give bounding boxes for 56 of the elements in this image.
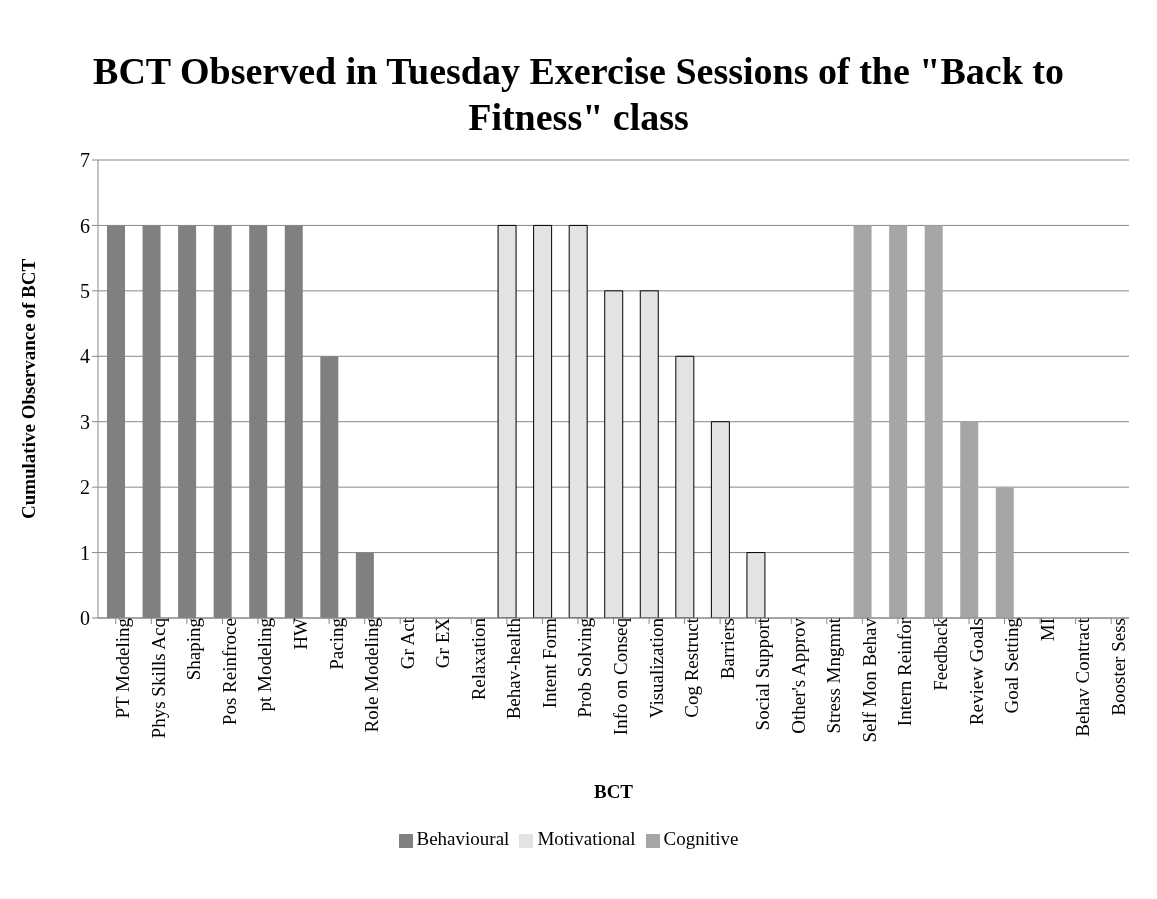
x-tick-label: Gr EX <box>432 617 454 669</box>
x-tick-label: pt Modeling <box>254 617 276 712</box>
y-tick-label: 6 <box>80 214 90 237</box>
x-tick-label: Shaping <box>183 617 205 681</box>
bar <box>889 225 908 618</box>
bar <box>995 487 1014 618</box>
x-tick-label: Behav Contract <box>1072 617 1094 737</box>
legend-label: Behavioural <box>416 828 510 849</box>
bar <box>675 355 695 618</box>
x-tick-label: Goal Setting <box>1001 617 1023 714</box>
bar <box>746 552 766 618</box>
x-tick-label: Phys Skills Acq <box>147 617 169 739</box>
y-tick-label: 1 <box>80 541 90 564</box>
x-tick-label: Visualization <box>645 617 667 719</box>
x-tick-label: Pacing <box>325 617 347 670</box>
bar <box>497 224 517 618</box>
bar <box>924 225 943 618</box>
y-tick-label: 0 <box>80 607 90 630</box>
x-tick-label: Social Support <box>752 617 774 731</box>
bar <box>960 421 979 618</box>
y-axis-title: Cumulative Observance of BCT <box>17 258 39 520</box>
y-tick-label: 2 <box>80 476 90 499</box>
bar <box>533 224 553 618</box>
x-tick-label: Other's Approv <box>787 617 809 734</box>
x-tick-label: Barriers <box>716 618 738 680</box>
x-tick-label: Cog Restruct <box>681 617 703 718</box>
bar <box>710 421 730 618</box>
x-tick-label: Relaxation <box>467 617 489 701</box>
x-axis-title: BCT <box>593 781 634 802</box>
x-tick-label: MI <box>1036 618 1058 642</box>
x-tick-label: Gr Act <box>396 617 418 670</box>
legend-label: Motivational <box>537 828 636 849</box>
x-tick-label: Booster Sess <box>1107 618 1129 716</box>
x-tick-label: Prob Solving <box>574 617 596 718</box>
x-tick-label: Behav-health <box>503 617 525 720</box>
y-tick-label: 7 <box>80 149 90 172</box>
x-tick-label: Role Modeling <box>361 617 383 733</box>
x-tick-label: Pos Reinfroce <box>218 618 240 726</box>
chart-title: BCT Observed in Tuesday Exercise Sessions of the "Back to Fitness" class <box>92 49 1065 140</box>
bar <box>639 290 659 618</box>
bar <box>568 224 588 618</box>
bar <box>853 225 872 618</box>
y-tick-label: 5 <box>80 279 90 302</box>
bar <box>604 290 624 618</box>
x-tick-label: Stress Mngmnt <box>823 617 845 734</box>
x-tick-label: Review Goals <box>965 618 987 726</box>
x-tick-label: Intent Form <box>538 617 560 709</box>
y-tick-label: 4 <box>80 345 90 368</box>
x-tick-label: HW <box>290 617 312 650</box>
x-tick-label: Info on Conseq <box>609 617 631 736</box>
x-tick-label: PT Modeling <box>112 617 134 719</box>
x-tick-label: Intern Reinfor <box>894 617 916 727</box>
legend-label: Cognitive <box>663 828 739 849</box>
x-tick-label: Feedback <box>929 617 951 691</box>
y-tick-label: 3 <box>80 410 90 433</box>
x-tick-label: Self Mon Behav <box>858 617 880 743</box>
